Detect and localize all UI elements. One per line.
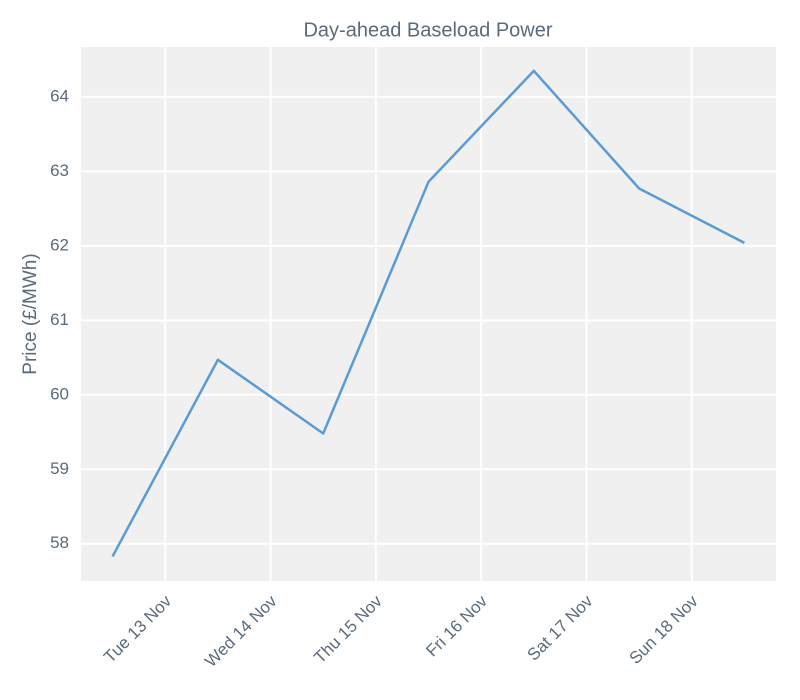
y-axis-label: Price (£/MWh) bbox=[20, 253, 41, 374]
y-tick-label: 62 bbox=[50, 235, 69, 254]
y-tick-label: 60 bbox=[50, 384, 69, 403]
x-tick-label: Fri 16 Nov bbox=[422, 591, 491, 660]
x-tick-label: Tue 13 Nov bbox=[100, 591, 175, 666]
y-tick-label: 59 bbox=[50, 459, 69, 478]
line-series bbox=[111, 69, 745, 558]
y-tick-label: 61 bbox=[50, 310, 69, 329]
y-tick-label: 58 bbox=[50, 533, 69, 552]
y-tick-label: 63 bbox=[50, 161, 69, 180]
x-tick-label: Wed 14 Nov bbox=[201, 591, 281, 671]
x-tick-label: Sun 18 Nov bbox=[625, 591, 702, 668]
chart-title: Day-ahead Baseload Power bbox=[303, 19, 552, 41]
x-tick-label: Thu 15 Nov bbox=[310, 591, 386, 667]
x-tick-label: Sat 17 Nov bbox=[524, 591, 597, 664]
y-tick-label: 64 bbox=[50, 86, 69, 105]
plot-area bbox=[81, 47, 776, 581]
